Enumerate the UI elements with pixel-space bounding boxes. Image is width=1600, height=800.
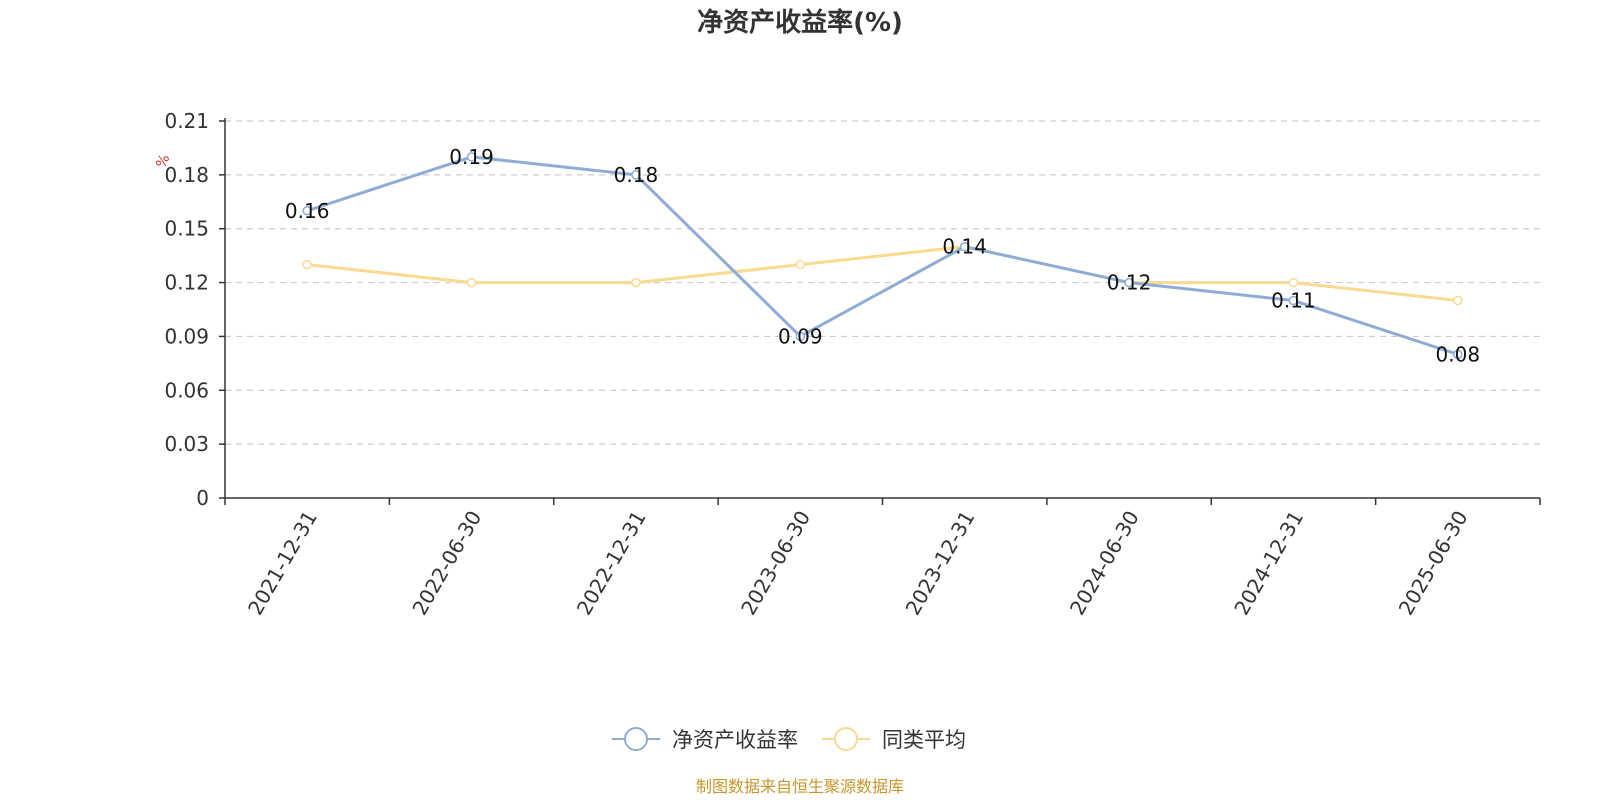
data-label: 0.09 <box>778 324 823 348</box>
x-tick-label: 2024-12-31 <box>1229 507 1308 620</box>
data-point <box>631 277 641 288</box>
y-tick-label: 0.21 <box>164 109 209 133</box>
x-tick-label: 2021-12-31 <box>243 507 322 620</box>
data-point <box>1453 349 1463 360</box>
x-tick-label: 2025-06-30 <box>1394 507 1473 620</box>
x-tick-label: 2024-06-30 <box>1065 507 1144 620</box>
x-tick-label: 2022-06-30 <box>407 507 486 620</box>
data-label: 0.19 <box>449 145 494 169</box>
y-tick-label: 0.06 <box>164 378 209 402</box>
y-tick-label: 0.12 <box>164 271 209 295</box>
data-point <box>466 277 477 288</box>
y-tick-label: 0.09 <box>164 324 209 348</box>
x-tick-label: 2023-06-30 <box>736 507 815 620</box>
chart-title: 净资产收益率(%) <box>697 7 903 38</box>
data-label: 0.16 <box>285 199 330 223</box>
data-point <box>795 259 806 270</box>
series-line <box>306 155 1459 356</box>
grid-lines <box>225 120 1540 445</box>
data-label: 0.11 <box>1271 289 1316 313</box>
legend-marker <box>834 727 858 751</box>
data-point <box>302 206 312 216</box>
legend-item[interactable]: 同类平均 <box>822 727 966 752</box>
x-tick-label: 2022-12-31 <box>572 507 651 620</box>
data-point <box>1453 295 1463 306</box>
data-label: 0.14 <box>942 235 987 259</box>
y-axis: 0 0.03 0.06 0.09 0.12 0.15 0.18 0.21 <box>164 109 226 510</box>
y-tick-label: 0.18 <box>164 163 209 187</box>
legend-item[interactable]: 净资产收益率 <box>612 727 798 752</box>
x-axis: 2021-12-31 2022-06-30 2022-12-31 2023-06-30… <box>224 497 1541 620</box>
y-tick-label: 0 <box>196 486 209 510</box>
data-point <box>795 331 806 342</box>
data-point <box>631 170 641 180</box>
legend-label: 净资产收益率 <box>672 728 798 752</box>
y-axis-unit-label: % <box>153 152 173 171</box>
data-label: 0.08 <box>1436 342 1481 366</box>
source-note: 制图数据来自恒生聚源数据库 <box>696 777 904 796</box>
y-tick-label: 0.03 <box>164 432 209 456</box>
legend-marker <box>624 727 648 751</box>
legend[interactable]: 净资产收益率 同类平均 <box>612 727 966 752</box>
series-lines <box>302 152 1463 360</box>
y-tick-label: 0.15 <box>164 217 209 241</box>
data-point <box>1288 277 1299 288</box>
data-label: 0.12 <box>1107 271 1152 295</box>
data-label: 0.18 <box>614 163 659 187</box>
data-labels: 0.16 0.19 0.18 0.09 0.14 0.12 0.11 0.08 <box>285 145 1480 366</box>
series-line <box>307 245 1458 303</box>
data-point <box>1124 277 1134 288</box>
legend-label: 同类平均 <box>882 728 966 752</box>
data-point <box>959 241 970 252</box>
data-point <box>302 259 312 270</box>
x-tick-label: 2023-12-31 <box>901 507 980 620</box>
data-point <box>1288 295 1299 306</box>
data-point <box>466 152 477 162</box>
